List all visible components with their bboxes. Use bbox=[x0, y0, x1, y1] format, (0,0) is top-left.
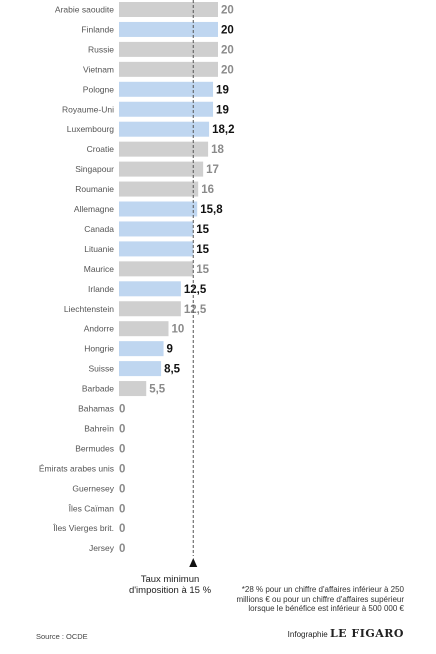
bar bbox=[119, 201, 198, 217]
threshold-arrow-icon bbox=[189, 558, 198, 567]
category-label: Singapour bbox=[75, 164, 114, 174]
bar bbox=[119, 341, 164, 357]
value-label: 20 bbox=[221, 64, 234, 76]
category-label: Andorre bbox=[84, 324, 115, 334]
bar bbox=[119, 61, 218, 77]
category-label: Pologne bbox=[83, 84, 114, 94]
bar bbox=[119, 81, 214, 97]
category-label: Suisse bbox=[88, 364, 114, 374]
bar bbox=[119, 301, 181, 317]
value-label: 18,2 bbox=[212, 124, 234, 136]
credit: Infographie LE FIGARO bbox=[262, 628, 404, 640]
category-label: Canada bbox=[84, 224, 114, 234]
category-label: Irlande bbox=[88, 284, 114, 294]
value-label: 19 bbox=[216, 104, 229, 116]
category-label: Îles Caïman bbox=[68, 503, 115, 513]
value-label: 15 bbox=[196, 244, 209, 256]
le-figaro-logo: LE FIGARO bbox=[329, 627, 404, 640]
bar bbox=[119, 161, 204, 177]
value-label: 0 bbox=[119, 483, 125, 495]
value-label: 0 bbox=[119, 404, 125, 416]
value-label: 15,8 bbox=[200, 204, 223, 216]
bar bbox=[119, 321, 169, 337]
value-label: 16 bbox=[201, 184, 214, 196]
bar bbox=[119, 361, 162, 377]
category-label: Allemagne bbox=[74, 204, 114, 214]
category-label: Roumanie bbox=[75, 184, 114, 194]
category-label: Vietnam bbox=[83, 64, 114, 74]
category-label: Barbade bbox=[82, 384, 114, 394]
value-label: 0 bbox=[119, 423, 125, 435]
value-label: 0 bbox=[119, 463, 125, 475]
value-label: 0 bbox=[119, 443, 125, 455]
bar bbox=[119, 241, 194, 257]
category-label: Royaume-Uni bbox=[62, 104, 114, 114]
value-label: 10 bbox=[172, 324, 185, 336]
category-label: Bahamas bbox=[78, 404, 114, 414]
category-label: Luxembourg bbox=[67, 124, 115, 134]
bar bbox=[119, 381, 147, 397]
source-note: Source : OCDE bbox=[36, 632, 88, 641]
value-label: 20 bbox=[221, 5, 234, 17]
category-label: Croatie bbox=[87, 144, 115, 154]
value-label: 8,5 bbox=[164, 364, 181, 376]
category-label: Bermudes bbox=[75, 443, 114, 453]
value-label: 0 bbox=[119, 503, 125, 515]
bar bbox=[119, 221, 194, 237]
bar bbox=[119, 121, 210, 137]
category-label: Guernesey bbox=[72, 483, 114, 493]
value-label: 0 bbox=[119, 543, 125, 555]
category-label: Lituanie bbox=[84, 244, 114, 254]
bar bbox=[119, 281, 181, 297]
value-label: 12,5 bbox=[184, 284, 207, 296]
value-label: 20 bbox=[221, 44, 234, 56]
value-label: 12,5 bbox=[184, 304, 207, 316]
bar bbox=[119, 261, 194, 277]
bar bbox=[119, 181, 199, 197]
value-label: 15 bbox=[196, 224, 209, 236]
category-label: Jersey bbox=[89, 543, 115, 553]
bar bbox=[119, 2, 218, 17]
footnote: *28 % pour un chiffre d'affaires inférie… bbox=[236, 585, 404, 613]
value-label: 5,5 bbox=[149, 384, 166, 396]
category-label: Russie bbox=[88, 44, 114, 54]
category-label: Hongrie bbox=[84, 344, 114, 354]
category-label: Maurice bbox=[84, 264, 115, 274]
value-label: 19 bbox=[216, 84, 229, 96]
value-label: 18 bbox=[211, 144, 224, 156]
value-label: 0 bbox=[119, 523, 125, 535]
value-label: 20 bbox=[221, 24, 234, 36]
category-label: Arabie saoudite bbox=[55, 5, 114, 15]
bar bbox=[119, 21, 218, 37]
credit-prefix: Infographie bbox=[287, 630, 328, 639]
category-label: Liechtenstein bbox=[64, 304, 114, 314]
bars-layer: Arabie saoudite 20 Finlande 20 Russie 20 Vietn… bbox=[39, 2, 234, 555]
value-label: 9 bbox=[167, 344, 173, 356]
category-label: Bahreïn bbox=[84, 423, 114, 433]
category-label: Îles Vierges brit. bbox=[52, 523, 114, 533]
bar bbox=[119, 141, 209, 157]
value-label: 17 bbox=[206, 164, 219, 176]
bar bbox=[119, 101, 214, 117]
category-label: Finlande bbox=[81, 24, 114, 34]
value-label: 15 bbox=[196, 264, 209, 276]
threshold-label: Taux minimun d'imposition à 15 % bbox=[128, 574, 212, 596]
bar bbox=[119, 41, 218, 57]
category-label: Émirats arabes unis bbox=[39, 463, 114, 473]
